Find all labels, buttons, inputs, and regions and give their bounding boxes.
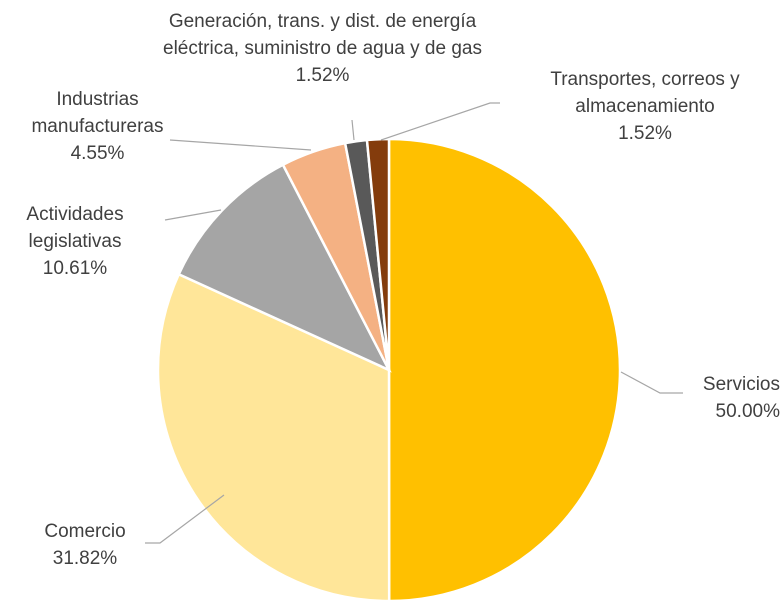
category-name: Industrias manufactureras <box>31 89 164 137</box>
slice-label: Servicios 50.00% <box>670 371 780 425</box>
value-label: 1.52% <box>295 65 350 86</box>
leader-line <box>145 494 225 544</box>
category-name: Transportes, correos y almacenamiento <box>550 69 740 117</box>
leader-line <box>380 102 500 141</box>
slice-label: Generación, trans. y dist. de energía el… <box>160 8 485 89</box>
category-name: Generación, trans. y dist. de energía el… <box>163 11 482 59</box>
pie-slice <box>365 137 391 371</box>
leader-line <box>620 371 683 394</box>
value-label: 1.52% <box>618 123 672 144</box>
value-label: 10.61% <box>42 258 108 279</box>
slice-label: Industrias manufactureras 4.55% <box>15 86 180 167</box>
leader-line <box>169 139 312 151</box>
leader-line <box>351 119 355 141</box>
value-label: 31.82% <box>52 548 118 569</box>
pie-slice <box>177 163 392 373</box>
value-label: 4.55% <box>70 143 125 164</box>
value-label: 50.00% <box>715 401 780 422</box>
leader-line <box>164 209 222 221</box>
slice-label: Transportes, correos y almacenamiento 1.5… <box>520 66 770 147</box>
category-name: Servicios <box>702 374 780 395</box>
category-name: Actividades legislativas <box>26 204 124 252</box>
slice-label: Comercio 31.82% <box>20 518 150 572</box>
pie-slice <box>156 272 391 601</box>
pie-slice <box>387 137 622 601</box>
category-name: Comercio <box>44 521 126 542</box>
slice-label: Actividades legislativas 10.61% <box>5 201 145 282</box>
